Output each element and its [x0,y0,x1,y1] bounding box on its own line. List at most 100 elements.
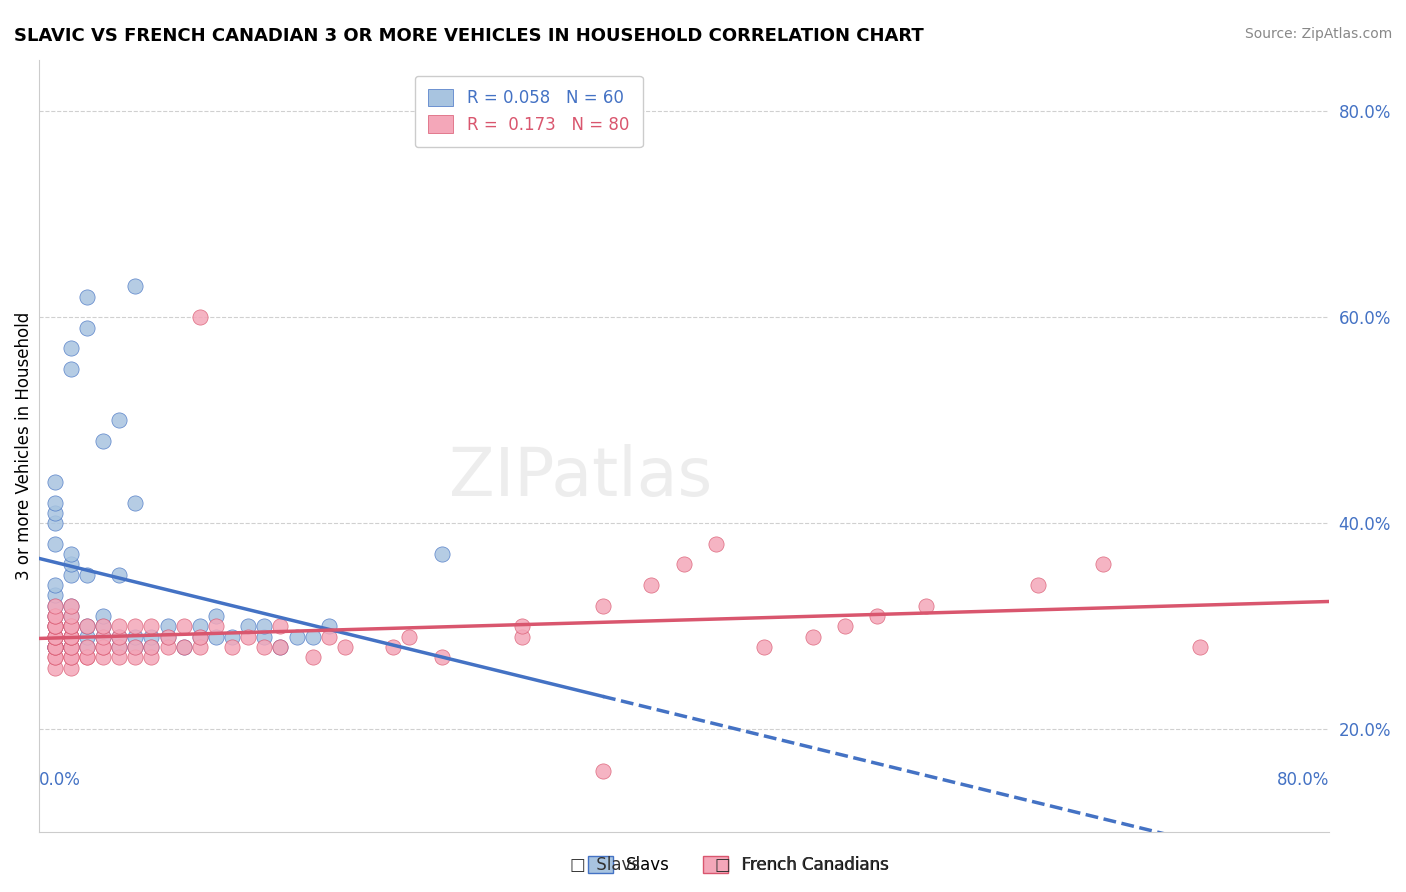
Point [76,567,98,582]
Point [188,630,211,644]
Point [285,630,308,644]
Point [59,650,82,665]
Text: ZIPatlas: ZIPatlas [449,444,711,510]
Point [318,630,340,644]
Point [44,475,66,489]
Point [124,650,146,665]
Point [141,619,163,633]
Point [188,619,211,633]
Point [44,640,66,654]
Point [44,578,66,592]
Point [44,516,66,531]
Text: □  Slavs: □ Slavs [569,855,640,873]
Point [59,630,82,644]
Point [59,640,82,654]
Point [91,609,114,624]
Text: Source: ZipAtlas.com: Source: ZipAtlas.com [1244,27,1392,41]
Point [301,650,323,665]
Point [59,640,82,654]
Point [44,640,66,654]
Point [124,279,146,293]
Point [512,630,534,644]
Point [141,640,163,654]
Point [333,640,356,654]
Point [221,640,243,654]
Point [44,599,66,613]
Point [76,320,98,334]
Point [59,630,82,644]
Point [205,619,228,633]
Point [59,630,82,644]
Point [91,434,114,448]
Point [44,588,66,602]
Point [44,630,66,644]
Point [76,650,98,665]
Point [59,650,82,665]
Point [108,567,131,582]
Point [76,640,98,654]
Point [44,619,66,633]
Point [108,650,131,665]
Point [44,650,66,665]
Point [141,650,163,665]
Point [59,609,82,624]
Point [44,496,66,510]
Point [1091,558,1114,572]
Point [301,630,323,644]
Point [44,640,66,654]
Point [44,630,66,644]
Point [238,619,260,633]
Point [59,640,82,654]
Point [205,630,228,644]
Point [76,650,98,665]
Point [141,630,163,644]
Point [834,619,856,633]
Point [141,640,163,654]
Point [156,619,179,633]
Point [221,630,243,644]
Point [44,650,66,665]
Point [269,640,291,654]
Point [44,619,66,633]
Text: 80.0%: 80.0% [1277,771,1329,789]
Point [91,640,114,654]
Point [59,630,82,644]
Point [205,609,228,624]
Point [44,506,66,520]
Point [44,609,66,624]
Point [59,619,82,633]
Point [269,619,291,633]
Point [124,496,146,510]
Point [91,619,114,633]
Point [76,619,98,633]
Point [173,619,195,633]
Point [188,640,211,654]
Text: 0.0%: 0.0% [38,771,80,789]
Point [754,640,776,654]
Point [156,630,179,644]
Point [592,599,614,613]
Point [866,609,889,624]
Point [188,630,211,644]
Point [108,619,131,633]
Text: □  French Canadians: □ French Canadians [714,855,889,873]
Point [59,599,82,613]
Point [512,619,534,633]
Point [672,558,695,572]
Point [91,650,114,665]
Point [44,609,66,624]
Point [592,764,614,778]
Point [76,630,98,644]
Point [91,630,114,644]
Point [188,310,211,325]
Point [173,640,195,654]
Point [44,609,66,624]
Point [44,640,66,654]
Point [44,640,66,654]
Point [76,619,98,633]
Point [44,599,66,613]
Point [430,650,453,665]
Point [59,558,82,572]
Point [44,619,66,633]
Point [318,619,340,633]
